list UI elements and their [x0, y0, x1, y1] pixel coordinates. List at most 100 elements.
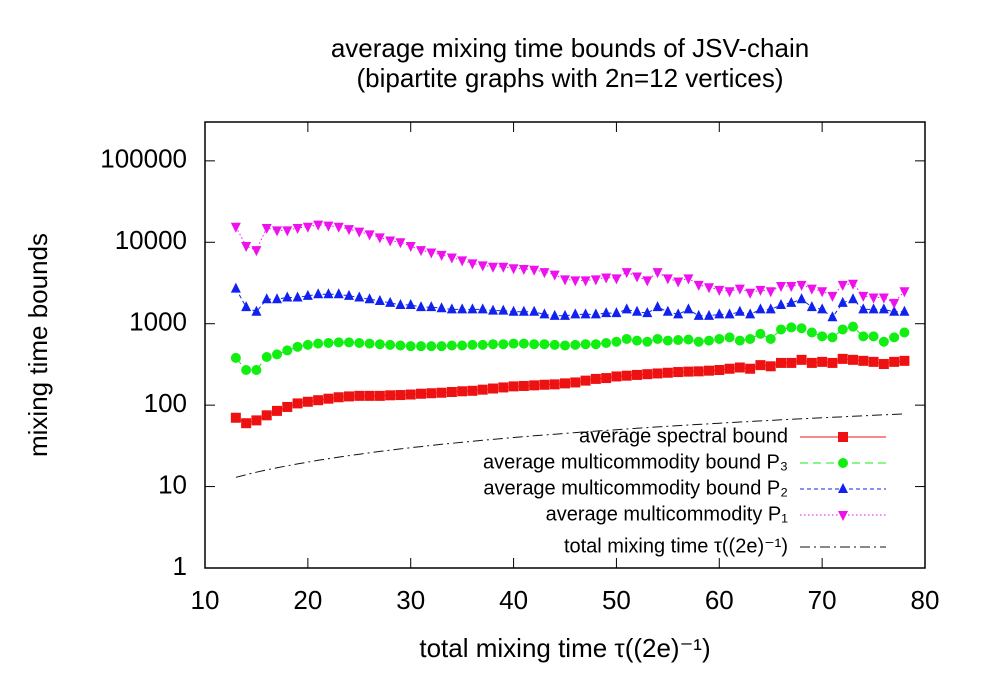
marker — [899, 287, 910, 298]
marker — [878, 293, 889, 304]
marker — [282, 401, 293, 412]
marker — [241, 418, 252, 429]
marker — [838, 458, 848, 468]
marker — [662, 274, 673, 285]
marker — [765, 287, 776, 298]
marker — [416, 341, 426, 352]
marker — [590, 308, 601, 319]
marker — [714, 308, 725, 319]
marker — [282, 226, 293, 237]
marker — [570, 377, 581, 388]
marker — [488, 304, 498, 315]
marker — [272, 226, 282, 237]
marker — [590, 339, 601, 350]
marker — [498, 339, 509, 350]
marker — [868, 293, 879, 304]
marker — [282, 345, 293, 356]
marker — [827, 357, 838, 368]
marker — [344, 337, 354, 348]
marker — [426, 388, 437, 399]
marker — [652, 301, 663, 312]
marker — [786, 296, 797, 307]
marker — [395, 238, 406, 249]
marker — [632, 272, 642, 283]
x-tick-label: 50 — [602, 585, 631, 615]
marker — [734, 335, 745, 346]
marker — [652, 333, 663, 344]
marker — [446, 387, 457, 398]
marker — [899, 327, 910, 338]
marker — [827, 311, 838, 322]
marker — [323, 221, 334, 232]
marker — [838, 483, 848, 493]
marker — [704, 335, 714, 346]
marker — [601, 307, 612, 318]
marker — [889, 305, 900, 316]
marker — [313, 395, 324, 406]
marker — [457, 386, 468, 397]
marker — [837, 353, 848, 364]
marker — [683, 303, 694, 314]
marker — [776, 298, 786, 309]
marker — [868, 331, 879, 342]
marker — [302, 339, 313, 350]
marker — [632, 369, 642, 380]
marker — [518, 338, 529, 349]
marker — [477, 384, 488, 395]
marker — [436, 302, 447, 313]
x-axis-label: total mixing time τ((2e)⁻¹) — [419, 633, 710, 663]
marker — [292, 291, 303, 302]
marker — [642, 369, 653, 380]
marker — [488, 339, 498, 350]
legend-label: average spectral bound — [579, 425, 788, 447]
y-tick-label: 1000 — [129, 307, 187, 337]
marker — [313, 338, 324, 349]
marker — [354, 390, 365, 401]
marker — [549, 270, 560, 281]
marker — [354, 227, 365, 238]
x-tick-label: 10 — [191, 585, 220, 615]
marker — [426, 301, 437, 312]
marker — [683, 334, 694, 345]
marker — [508, 381, 519, 392]
marker — [673, 308, 684, 319]
marker — [323, 393, 334, 404]
marker — [374, 233, 385, 244]
marker — [385, 390, 396, 401]
marker — [817, 356, 828, 367]
marker — [436, 387, 447, 398]
x-tick-label: 70 — [808, 585, 837, 615]
marker — [354, 291, 365, 302]
marker — [796, 323, 807, 334]
marker — [673, 277, 684, 288]
marker — [374, 295, 385, 306]
marker — [724, 308, 735, 319]
marker — [642, 276, 653, 287]
marker — [652, 268, 663, 279]
marker — [714, 365, 725, 376]
marker — [580, 276, 591, 287]
marker — [416, 246, 426, 257]
marker — [776, 324, 786, 335]
marker — [673, 335, 684, 346]
marker — [241, 365, 252, 376]
marker — [374, 339, 385, 350]
marker — [724, 287, 735, 298]
marker — [508, 264, 519, 275]
marker — [570, 308, 581, 319]
marker — [878, 336, 889, 347]
marker — [313, 288, 324, 299]
marker — [838, 511, 848, 521]
marker — [426, 248, 437, 259]
marker — [704, 283, 714, 294]
marker — [858, 331, 869, 342]
marker — [477, 261, 488, 272]
marker — [395, 298, 406, 309]
marker — [580, 375, 591, 386]
marker — [878, 359, 889, 370]
marker — [282, 291, 293, 302]
marker — [539, 268, 550, 279]
marker — [364, 390, 375, 401]
plot-frame — [204, 121, 926, 569]
